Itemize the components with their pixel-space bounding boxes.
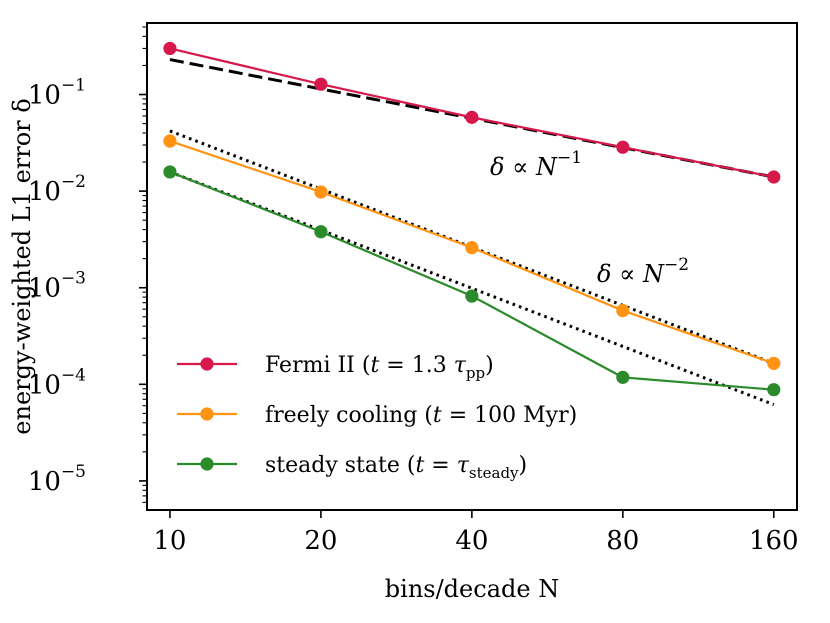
y-tick-label: 10−3 — [28, 269, 86, 304]
x-axis-ticks: 10 20 40 80 160 — [153, 510, 799, 556]
data-point — [314, 185, 328, 199]
annotation-n1: δ ∝ N−1 — [490, 148, 582, 181]
legend-entry-1: Fermi II (t = 1.3 τpp) — [177, 353, 494, 382]
legend-marker — [200, 407, 214, 421]
data-point — [314, 225, 328, 239]
series-3 — [163, 165, 781, 397]
legend-entry-3: steady state (t = τsteady) — [177, 453, 527, 482]
legend-label: Fermi II (t = 1.3 τpp) — [265, 353, 494, 382]
data-point — [767, 170, 781, 184]
x-tick-label: 40 — [455, 526, 488, 556]
y-tick-label: 10−5 — [28, 462, 86, 497]
data-point — [616, 303, 630, 318]
series-2 — [163, 134, 781, 370]
data-point — [163, 165, 177, 179]
y-tick-label: 10−1 — [28, 76, 86, 111]
series-line — [169, 170, 774, 391]
legend-marker — [200, 457, 214, 471]
y-axis-ticks: 10−5 10−4 10−3 10−2 10−1 — [28, 26, 147, 503]
data-point — [465, 289, 479, 303]
data-point — [163, 41, 177, 56]
data-series — [163, 41, 781, 397]
reference-line-2 — [169, 129, 775, 365]
y-tick-label: 10−2 — [28, 172, 86, 207]
data-point — [616, 140, 630, 154]
data-point — [767, 383, 781, 397]
x-tick-label: 20 — [304, 526, 337, 556]
data-point — [465, 241, 479, 255]
legend-marker — [200, 357, 214, 371]
y-axis-label: energy-weighted L1 error δ — [8, 98, 36, 434]
annotation-n2: δ ∝ N−2 — [597, 255, 689, 288]
data-point — [465, 110, 479, 124]
x-tick-label: 160 — [749, 526, 799, 556]
reference-line-3 — [169, 170, 775, 406]
series-1 — [163, 41, 781, 184]
legend-entry-2: freely cooling (t = 100 Myr) — [177, 403, 577, 428]
scaling-annotations: δ ∝ N−1 δ ∝ N−2 — [490, 148, 689, 288]
data-point — [767, 356, 781, 370]
axes-frame — [146, 22, 798, 511]
x-tick-label: 10 — [153, 526, 186, 556]
data-point — [314, 77, 328, 91]
legend-label: freely cooling (t = 100 Myr) — [265, 403, 577, 428]
x-tick-label: 80 — [606, 526, 639, 556]
legend: Fermi II (t = 1.3 τpp) freely cooling (t … — [177, 353, 577, 482]
data-point — [163, 134, 177, 148]
y-tick-label: 10−4 — [28, 365, 86, 400]
legend-label: steady state (t = τsteady) — [265, 453, 527, 482]
data-point — [616, 370, 630, 384]
x-axis-label: bins/decade N — [385, 575, 559, 603]
